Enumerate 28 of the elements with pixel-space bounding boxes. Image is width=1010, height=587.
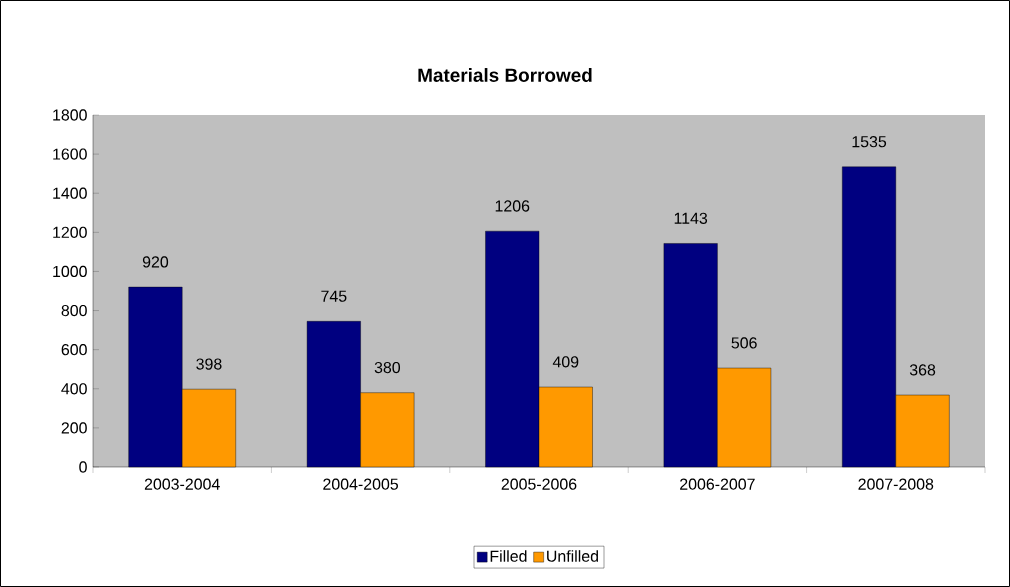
chart-title: Materials Borrowed: [418, 68, 592, 82]
y-tick-label: 1200: [53, 226, 87, 238]
data-label: 920: [142, 256, 169, 268]
data-label: 398: [196, 358, 222, 370]
legend-label: Unfilled: [547, 550, 598, 562]
x-tick-label: 2005-2006: [501, 478, 577, 490]
y-tick-label: 0: [79, 461, 87, 473]
y-tick-label: 1400: [53, 187, 87, 199]
y-tick-label: 1000: [53, 265, 87, 278]
data-label: 506: [731, 337, 757, 349]
y-tick-label: 1600: [53, 148, 87, 160]
y-tick-label: 1800: [53, 109, 87, 121]
data-label: 1143: [674, 212, 708, 224]
data-label: 745: [321, 290, 347, 302]
x-tick-label: 2007-2008: [858, 478, 934, 490]
data-label: 1206: [495, 200, 530, 212]
x-tick-label: 2003-2004: [144, 478, 220, 490]
data-label: 409: [552, 356, 579, 368]
y-tick-label: 200: [61, 422, 87, 434]
y-tick-label: 600: [61, 344, 87, 356]
data-label: 1535: [852, 136, 887, 148]
x-tick-label: 2004-2005: [323, 478, 399, 490]
data-label: 380: [374, 361, 401, 374]
data-label: 368: [909, 364, 936, 376]
y-tick-label: 800: [61, 304, 87, 317]
y-tick-label: 400: [61, 383, 87, 395]
legend-label: Filled: [490, 550, 527, 562]
x-tick-label: 2006-2007: [680, 478, 755, 490]
